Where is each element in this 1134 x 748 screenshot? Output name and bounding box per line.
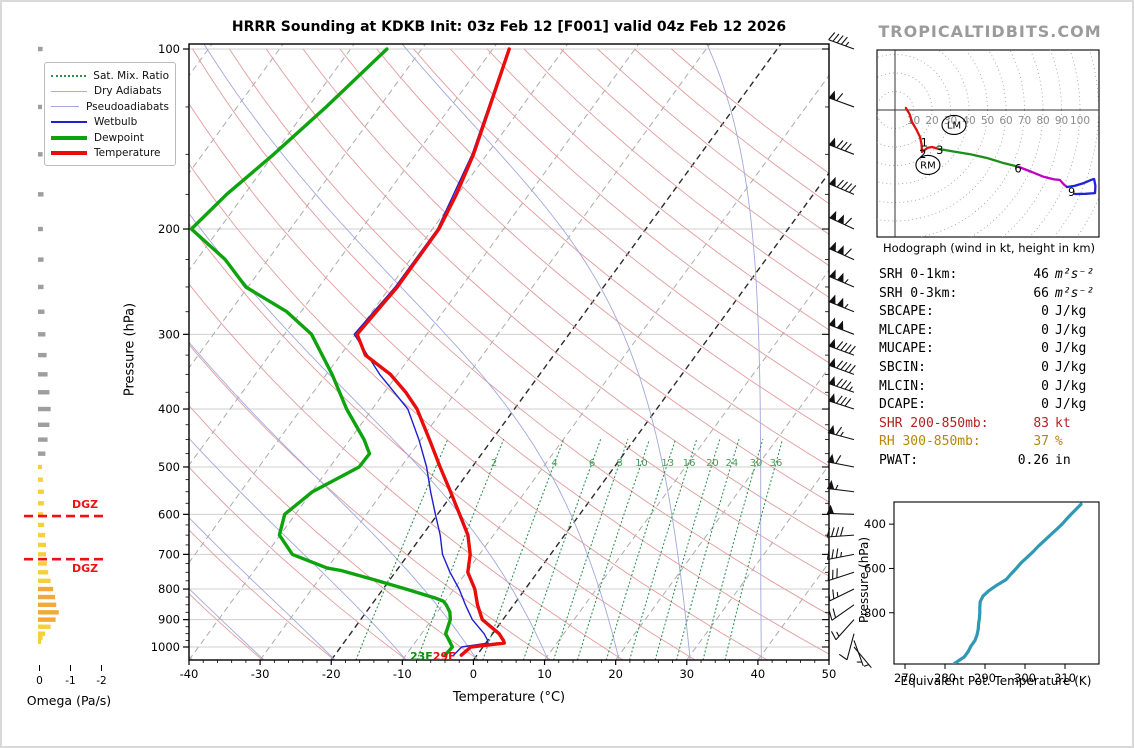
svg-text:-10: -10 [393,667,412,681]
svg-text:6: 6 [589,458,595,469]
svg-text:50: 50 [981,115,994,127]
svg-text:300: 300 [158,327,180,341]
svg-text:-30: -30 [251,667,270,681]
svg-text:RM: RM [920,160,936,171]
svg-text:600: 600 [158,507,180,521]
svg-text:1: 1 [921,135,928,149]
omega-panel: 0 -1 -2 [24,46,107,687]
svg-text:-40: -40 [180,667,199,681]
wind-barb-column [826,32,872,669]
svg-text:30: 30 [750,458,763,469]
svg-text:2: 2 [491,458,497,469]
svg-text:3: 3 [936,143,943,157]
svg-text:40: 40 [751,667,766,681]
svg-text:290: 290 [974,671,996,685]
svg-text:70: 70 [1018,115,1031,127]
svg-text:24: 24 [725,458,738,469]
svg-text:0: 0 [470,667,477,681]
svg-text:270: 270 [894,671,916,685]
svg-text:-1: -1 [65,675,75,687]
svg-text:2: 2 [919,147,926,161]
svg-text:30: 30 [944,115,957,127]
svg-text:9: 9 [1068,185,1075,199]
svg-text:8: 8 [616,458,622,469]
svg-text:800: 800 [864,606,886,620]
svg-text:13: 13 [661,458,674,469]
svg-text:900: 900 [158,613,180,627]
svg-text:280: 280 [934,671,956,685]
svg-text:400: 400 [158,402,180,416]
svg-text:310: 310 [1054,671,1076,685]
svg-text:20: 20 [706,458,719,469]
svg-text:300: 300 [1014,671,1036,685]
svg-text:0: 0 [36,675,43,687]
svg-text:50: 50 [822,667,837,681]
svg-text:4: 4 [551,458,557,469]
thetae-panel: 270 280 290 300 310 400 600 800 [864,501,1100,685]
svg-text:-20: -20 [322,667,341,681]
skewt-axes: -40 -30 -20 -10 0 10 20 30 40 50 100 200 300 400 500 60… [151,42,837,681]
svg-text:-2: -2 [96,675,106,687]
svg-text:16: 16 [683,458,696,469]
svg-text:LM: LM [947,120,961,131]
svg-text:10: 10 [635,458,648,469]
svg-text:60: 60 [999,115,1012,127]
svg-text:30: 30 [679,667,694,681]
svg-text:1000: 1000 [151,640,180,654]
svg-text:6: 6 [1014,161,1021,175]
svg-text:10: 10 [537,667,552,681]
svg-text:700: 700 [158,547,180,561]
svg-text:200: 200 [158,222,180,236]
skewt-background: 1 2 4 6 8 10 13 16 20 24 30 36 [189,44,829,660]
svg-text:90: 90 [1055,115,1068,127]
svg-text:600: 600 [864,561,886,575]
svg-text:20: 20 [608,667,623,681]
svg-text:100: 100 [1070,115,1090,127]
svg-text:36: 36 [770,458,783,469]
svg-text:100: 100 [158,42,180,56]
svg-text:500: 500 [158,460,180,474]
svg-text:800: 800 [158,582,180,596]
svg-text:400: 400 [864,517,886,531]
svg-text:20: 20 [925,115,938,127]
svg-text:80: 80 [1036,115,1049,127]
